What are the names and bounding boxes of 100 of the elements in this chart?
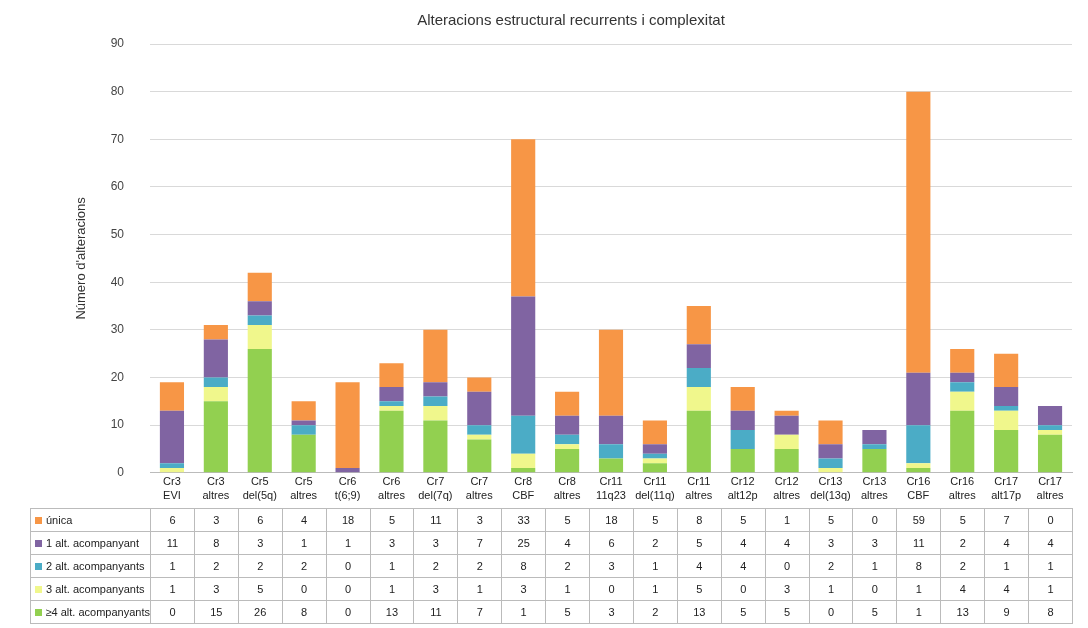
data-label: 1: [150, 554, 195, 578]
x-tick-label: Cr7 del(7q): [418, 475, 453, 501]
data-label: 1: [852, 554, 898, 578]
x-tick-label: Cr3 EVI: [163, 475, 181, 501]
data-label: 1: [632, 554, 678, 578]
data-label: 8: [281, 600, 327, 624]
data-label: 3: [764, 577, 810, 601]
data-label: 5: [940, 508, 986, 532]
bar: [950, 382, 975, 392]
bar: [950, 348, 975, 373]
bar: [555, 444, 580, 449]
y-tick-label: 70: [110, 131, 125, 146]
data-label: 1: [150, 577, 195, 601]
bar: [730, 410, 755, 430]
bar: [906, 372, 931, 426]
data-label: 2: [457, 554, 503, 578]
data-label: 4: [984, 577, 1030, 601]
bar: [511, 468, 536, 473]
x-tick-label: Cr13 del(13q): [810, 475, 851, 501]
data-label: 2: [193, 554, 239, 578]
bar: [555, 391, 580, 416]
bar: [247, 348, 272, 473]
bar: [994, 387, 1019, 407]
bar: [730, 387, 755, 411]
x-tick-label: Cr16 altres: [948, 475, 977, 501]
data-label: 2: [632, 531, 678, 555]
bar: [511, 415, 536, 454]
x-tick-label: Cr3 altres: [202, 475, 230, 501]
bar: [862, 448, 887, 473]
bar: [555, 434, 580, 445]
data-label: 3: [589, 600, 634, 624]
legend-label: 1 alt. acompanyant: [46, 537, 139, 549]
bar: [642, 453, 667, 459]
data-label: 11: [413, 600, 459, 624]
bar: [555, 415, 580, 435]
bar: [423, 420, 448, 473]
bar: [774, 415, 799, 435]
data-label: 5: [808, 508, 854, 532]
y-tick-label: 50: [110, 226, 125, 241]
y-tick-label: 0: [117, 465, 125, 480]
data-label: 1: [545, 577, 591, 601]
bar: [203, 339, 228, 378]
data-label: 0: [764, 554, 810, 578]
bar: [467, 377, 492, 392]
data-label: 2: [632, 600, 678, 624]
x-tick-label: Cr7 altres: [465, 475, 494, 501]
y-tick-label: 10: [110, 417, 125, 432]
bar: [159, 463, 185, 469]
data-label: 1: [1028, 577, 1073, 601]
data-label: 3: [589, 554, 634, 578]
x-tick-label: Cr12 alt12p: [727, 475, 758, 501]
data-label: 3: [413, 531, 459, 555]
y-tick-label: 80: [110, 83, 125, 98]
bar: [598, 458, 624, 473]
x-tick-label: Cr5 del(5q): [242, 475, 277, 501]
legend-label: 2 alt. acompanyants: [46, 560, 145, 572]
x-tick-label: Cr8 altres: [553, 475, 582, 501]
data-label: 5: [545, 600, 591, 624]
x-tick-label: Cr8 CBF: [512, 475, 535, 501]
y-axis-title: Número d'alteracions: [73, 196, 89, 320]
data-label: 3: [501, 577, 547, 601]
data-label: 1: [325, 531, 371, 555]
bar: [1037, 429, 1063, 435]
data-label: 18: [325, 508, 371, 532]
bar: [247, 315, 272, 326]
bar: [598, 415, 624, 445]
data-label: 2: [237, 554, 283, 578]
data-label: 7: [984, 508, 1030, 532]
bar: [423, 382, 448, 397]
data-label: 5: [676, 577, 722, 601]
bar: [774, 410, 799, 416]
bar: [950, 391, 975, 411]
x-tick-label: Cr16 CBF: [906, 475, 931, 501]
data-label: 3: [193, 577, 239, 601]
legend-label: 3 alt. acompanyants: [46, 583, 145, 595]
data-label: 5: [852, 600, 898, 624]
bar: [423, 329, 448, 383]
data-label: 4: [984, 531, 1030, 555]
bar: [379, 401, 404, 407]
data-label: 15: [193, 600, 239, 624]
data-label: 0: [325, 600, 371, 624]
bar: [423, 406, 448, 421]
data-label: 0: [325, 554, 371, 578]
data-label: 11: [150, 531, 195, 555]
data-label: 59: [896, 508, 942, 532]
bar: [203, 401, 228, 473]
data-label: 5: [764, 600, 810, 624]
data-label: 5: [676, 531, 722, 555]
bar: [994, 410, 1019, 430]
data-label: 1: [501, 600, 547, 624]
bar: [511, 296, 536, 416]
data-label: 5: [369, 508, 415, 532]
bar: [730, 429, 755, 449]
data-label: 13: [676, 600, 722, 624]
data-label: 0: [589, 577, 634, 601]
data-label: 1: [896, 600, 942, 624]
bar: [467, 439, 492, 473]
bar: [423, 396, 448, 407]
data-label: 3: [193, 508, 239, 532]
data-label: 2: [940, 554, 986, 578]
